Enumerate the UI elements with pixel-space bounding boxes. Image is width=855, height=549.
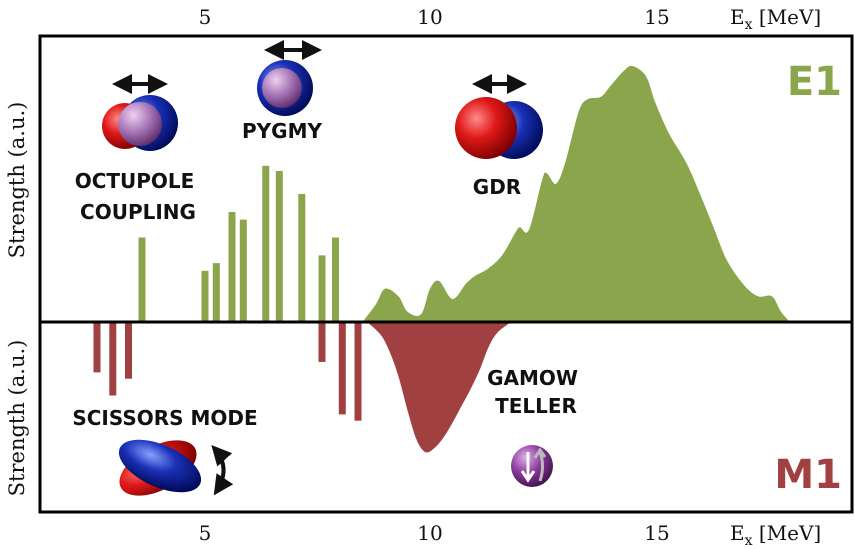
- m1-discrete-bar: [318, 322, 326, 362]
- e1-panel-label: E1: [787, 59, 842, 105]
- pygmy-label: PYGMY: [242, 119, 322, 143]
- spin-flip-icon: [511, 445, 553, 487]
- e1-discrete-bar: [228, 211, 236, 322]
- bottom-tick-label: 10: [417, 521, 442, 545]
- bottom-x-axis: 5 10 15 Ex [MeV]: [199, 521, 822, 549]
- e1-discrete-bar: [318, 255, 326, 322]
- m1-discrete-bar: [125, 322, 132, 379]
- e1-discrete-bar: [332, 237, 339, 322]
- m1-discrete-bar: [354, 322, 362, 421]
- e1-continuum-area: [362, 65, 790, 322]
- spin-down-arrow-icon: [520, 452, 536, 483]
- m1-panel-label: M1: [774, 452, 842, 498]
- e1-discrete-bar: [298, 194, 306, 322]
- e1-discrete-bar: [275, 171, 283, 322]
- nucleus-sphere-icon: [455, 97, 517, 159]
- m1-y-axis-label: Strength (a.u.): [5, 340, 29, 497]
- e1-discrete-bar: [239, 219, 247, 322]
- nucleus-sphere-icon: [511, 445, 553, 487]
- plot-layer: [93, 65, 790, 453]
- gdr-label: GDR: [473, 175, 521, 199]
- octupole-nucleus-icon: [102, 74, 178, 151]
- nucleus-sphere-icon: [118, 102, 162, 146]
- nucleus-sphere-icon: [118, 439, 202, 493]
- gamow-teller-label: GAMOW TELLER: [487, 366, 585, 418]
- e1-discrete-bar: [138, 237, 146, 322]
- top-tick-label: 5: [199, 5, 212, 29]
- top-tick-label: 15: [644, 5, 669, 29]
- pygmy-nucleus-icon: [257, 40, 322, 116]
- e1-discrete-bar: [201, 270, 209, 322]
- bottom-tick-label: 5: [199, 521, 212, 545]
- e1-y-axis-label: Strength (a.u.): [5, 102, 29, 259]
- top-x-axis-label: Ex [MeV]: [730, 5, 821, 33]
- top-x-axis: 5 10 15 Ex [MeV]: [199, 5, 822, 33]
- m1-continuum-area: [367, 322, 511, 453]
- octupole-label: OCTUPOLE COUPLING: [75, 169, 202, 224]
- m1-discrete-bar: [109, 322, 117, 396]
- bottom-x-axis-label: Ex [MeV]: [730, 521, 821, 549]
- scissors-label: SCISSORS MODE: [72, 406, 257, 430]
- m1-discrete-bar: [93, 322, 101, 373]
- e1-discrete-bar: [212, 263, 220, 322]
- bottom-tick-label: 15: [644, 521, 669, 545]
- curved-arrows-icon: [211, 445, 234, 496]
- m1-discrete-bar: [338, 322, 346, 415]
- gdr-nucleus-icon: [455, 74, 543, 159]
- nucleus-sphere-icon: [262, 68, 302, 108]
- e1-discrete-bar: [262, 165, 270, 322]
- spin-up-arrow-icon: [533, 447, 547, 482]
- top-tick-label: 10: [417, 5, 442, 29]
- scissors-mode-icon: [118, 439, 234, 496]
